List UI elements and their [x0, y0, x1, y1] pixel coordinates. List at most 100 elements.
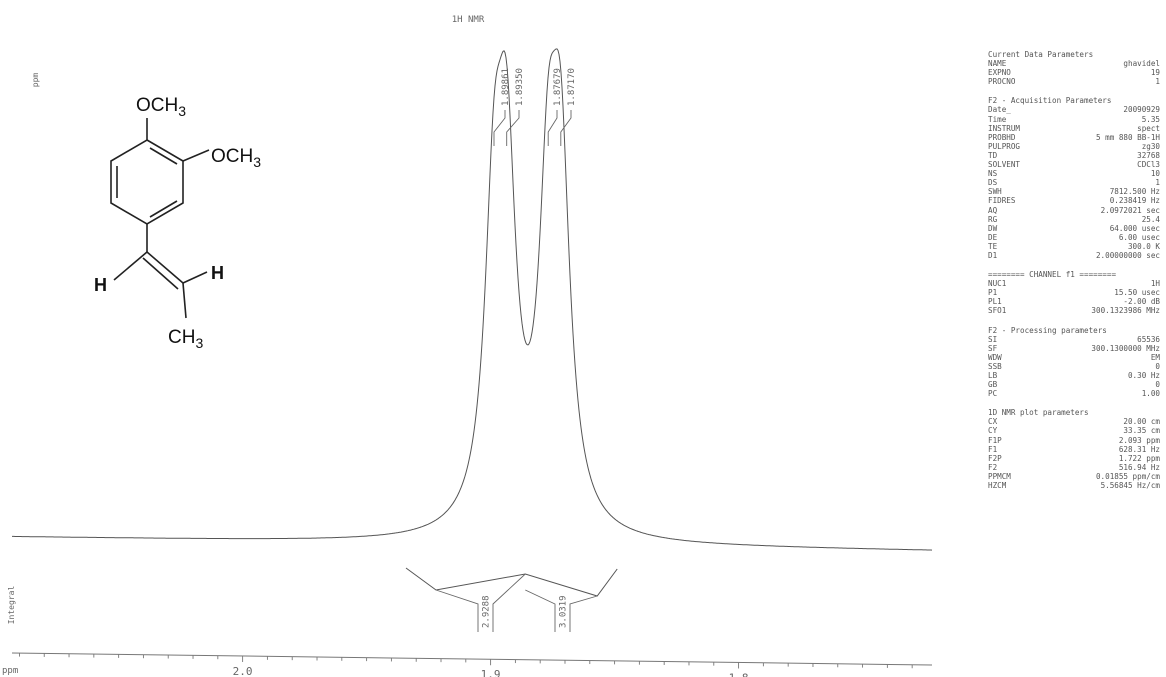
param-section: 1D NMR plot parameters CX 20.00 cm CY 33.35 …: [988, 408, 1160, 490]
param-key: F2P: [988, 453, 1002, 463]
param-section-title: F2 - Processing parameters: [988, 325, 1107, 335]
param-key: PC: [988, 389, 998, 399]
integral-value: 3.0319: [559, 595, 569, 628]
param-key: D1: [988, 250, 998, 260]
peak-label: 1.89861: [501, 68, 511, 106]
param-row: P1 15.50 usec: [988, 288, 1160, 297]
param-key: FIDRES: [988, 196, 1016, 206]
param-value: 19: [1150, 68, 1160, 78]
param-key: PROBHD: [988, 132, 1016, 142]
peak-label: 1.87170: [567, 68, 577, 106]
methoxy-label-1: OCH3: [136, 95, 186, 119]
param-value: 20090929: [1123, 105, 1160, 115]
param-value: -2.00 dB: [1123, 297, 1160, 307]
param-value: 33.35 cm: [1123, 426, 1160, 436]
param-key: SF: [988, 343, 998, 353]
param-value: 2.0972021 sec: [1100, 205, 1160, 215]
peak-label-leader: [506, 110, 520, 146]
param-value: 7812.500 Hz: [1109, 187, 1160, 197]
param-row: WDW EM: [988, 353, 1160, 362]
param-value: 32768: [1137, 150, 1160, 160]
param-key: LB: [988, 371, 998, 380]
param-row: NAME ghavidel: [988, 59, 1160, 68]
peak-label-leader: [493, 110, 506, 146]
param-row: TD 32768: [988, 151, 1160, 160]
param-value: 1: [1155, 77, 1160, 87]
param-row: EXPNO 19: [988, 68, 1160, 77]
param-key: NAME: [988, 59, 1007, 69]
param-value: ghavidel: [1123, 59, 1160, 69]
param-key: Time: [988, 114, 1007, 124]
spectrum-plot-layer: 1.89861 1.89350 1.87679 1.87170 2.9288 3.0319…: [11, 48, 933, 677]
param-key: DE: [988, 232, 998, 242]
param-value: 1.00: [1141, 389, 1160, 399]
param-key: INSTRUM: [988, 123, 1021, 133]
param-key: WDW: [988, 352, 1002, 362]
param-value: 5.56845 Hz/cm: [1100, 481, 1160, 491]
param-value: 0.238419 Hz: [1109, 196, 1160, 206]
param-row: DE 6.00 usec: [988, 233, 1160, 242]
param-row: PROCNO 1: [988, 77, 1160, 86]
param-row: GB 0: [988, 380, 1160, 389]
param-key: TD: [988, 150, 998, 160]
param-section: F2 - Processing parameters SI 65536 SF 300.1…: [988, 326, 1160, 399]
param-value: CDCl3: [1137, 160, 1160, 170]
param-row: SOLVENT CDCl3: [988, 160, 1160, 169]
param-row: PPMCM 0.01855 ppm/cm: [988, 472, 1160, 481]
param-value: 0.30 Hz: [1127, 371, 1160, 380]
param-key: PPMCM: [988, 471, 1011, 481]
param-section: ======== CHANNEL f1 ======== NUC1 1H P1 15.5…: [988, 270, 1160, 315]
nmr-spectrum-chart: 1H NMR ppm Integral ppm OCH3 OCH3 H H CH…: [2, 15, 933, 677]
param-key: SSB: [988, 361, 1002, 371]
param-row: Time 5.35: [988, 115, 1160, 124]
param-key: DS: [988, 178, 998, 188]
param-row: LB 0.30 Hz: [988, 371, 1160, 380]
param-value: 1: [1155, 178, 1160, 188]
param-section-title: F2 - Acquisition Parameters: [988, 96, 1112, 106]
param-section-title: 1D NMR plot parameters: [988, 408, 1089, 418]
param-row: PC 1.00: [988, 389, 1160, 398]
integral-bracket-left: [435, 589, 479, 632]
param-row: SFO1 300.1323986 MHz: [988, 306, 1160, 315]
param-row: SI 65536: [988, 335, 1160, 344]
param-value: 1.722 ppm: [1118, 453, 1160, 463]
param-value: 5.35: [1141, 114, 1160, 124]
param-key: AQ: [988, 205, 998, 215]
param-key: F2: [988, 462, 998, 472]
molecule-structure: [110, 118, 210, 319]
chart-title: 1H NMR: [452, 15, 485, 25]
x-axis-line: [11, 652, 933, 666]
param-key: PL1: [988, 297, 1002, 307]
param-value: 65536: [1137, 334, 1160, 344]
param-key: F1P: [988, 435, 1002, 445]
peak-label-leader: [560, 110, 572, 146]
param-row: TE 300.0 K: [988, 242, 1160, 251]
param-value: EM: [1150, 352, 1160, 362]
param-row: F1 628.31 Hz: [988, 445, 1160, 454]
integral-bracket-left: [525, 589, 556, 632]
param-value: 15.50 usec: [1114, 288, 1160, 298]
x-axis-tick-label: 2.0: [233, 665, 253, 677]
param-row: SF 300.1300000 MHz: [988, 344, 1160, 353]
param-value: 300.0 K: [1127, 241, 1160, 251]
integral-curve: [405, 567, 618, 597]
param-section: Current Data Parameters NAME ghavidel EXPNO…: [988, 50, 1160, 86]
param-value: 0: [1155, 361, 1160, 371]
integral-bracket-right: [569, 595, 598, 632]
param-row: FIDRES 0.238419 Hz: [988, 196, 1160, 205]
param-row: D1 2.00000000 sec: [988, 251, 1160, 260]
acquisition-parameters-panel: Current Data Parameters NAME ghavidel EXPNO…: [988, 50, 1160, 490]
param-value: 0: [1155, 380, 1160, 390]
param-value: 516.94 Hz: [1118, 462, 1160, 472]
param-row: CY 33.35 cm: [988, 426, 1160, 435]
param-value: 20.00 cm: [1123, 417, 1160, 427]
param-row: PROBHD 5 mm 880 BB-1H: [988, 133, 1160, 142]
x-axis-tick-label: 1.8: [729, 671, 749, 677]
x-axis-label: ppm: [2, 666, 18, 676]
param-value: 2.00000000 sec: [1095, 250, 1160, 260]
param-key: Date_: [988, 105, 1011, 115]
param-row: AQ 2.0972021 sec: [988, 206, 1160, 215]
peak-label: 1.89350: [515, 68, 525, 106]
param-value: 10: [1150, 169, 1160, 179]
param-key: GB: [988, 380, 998, 390]
